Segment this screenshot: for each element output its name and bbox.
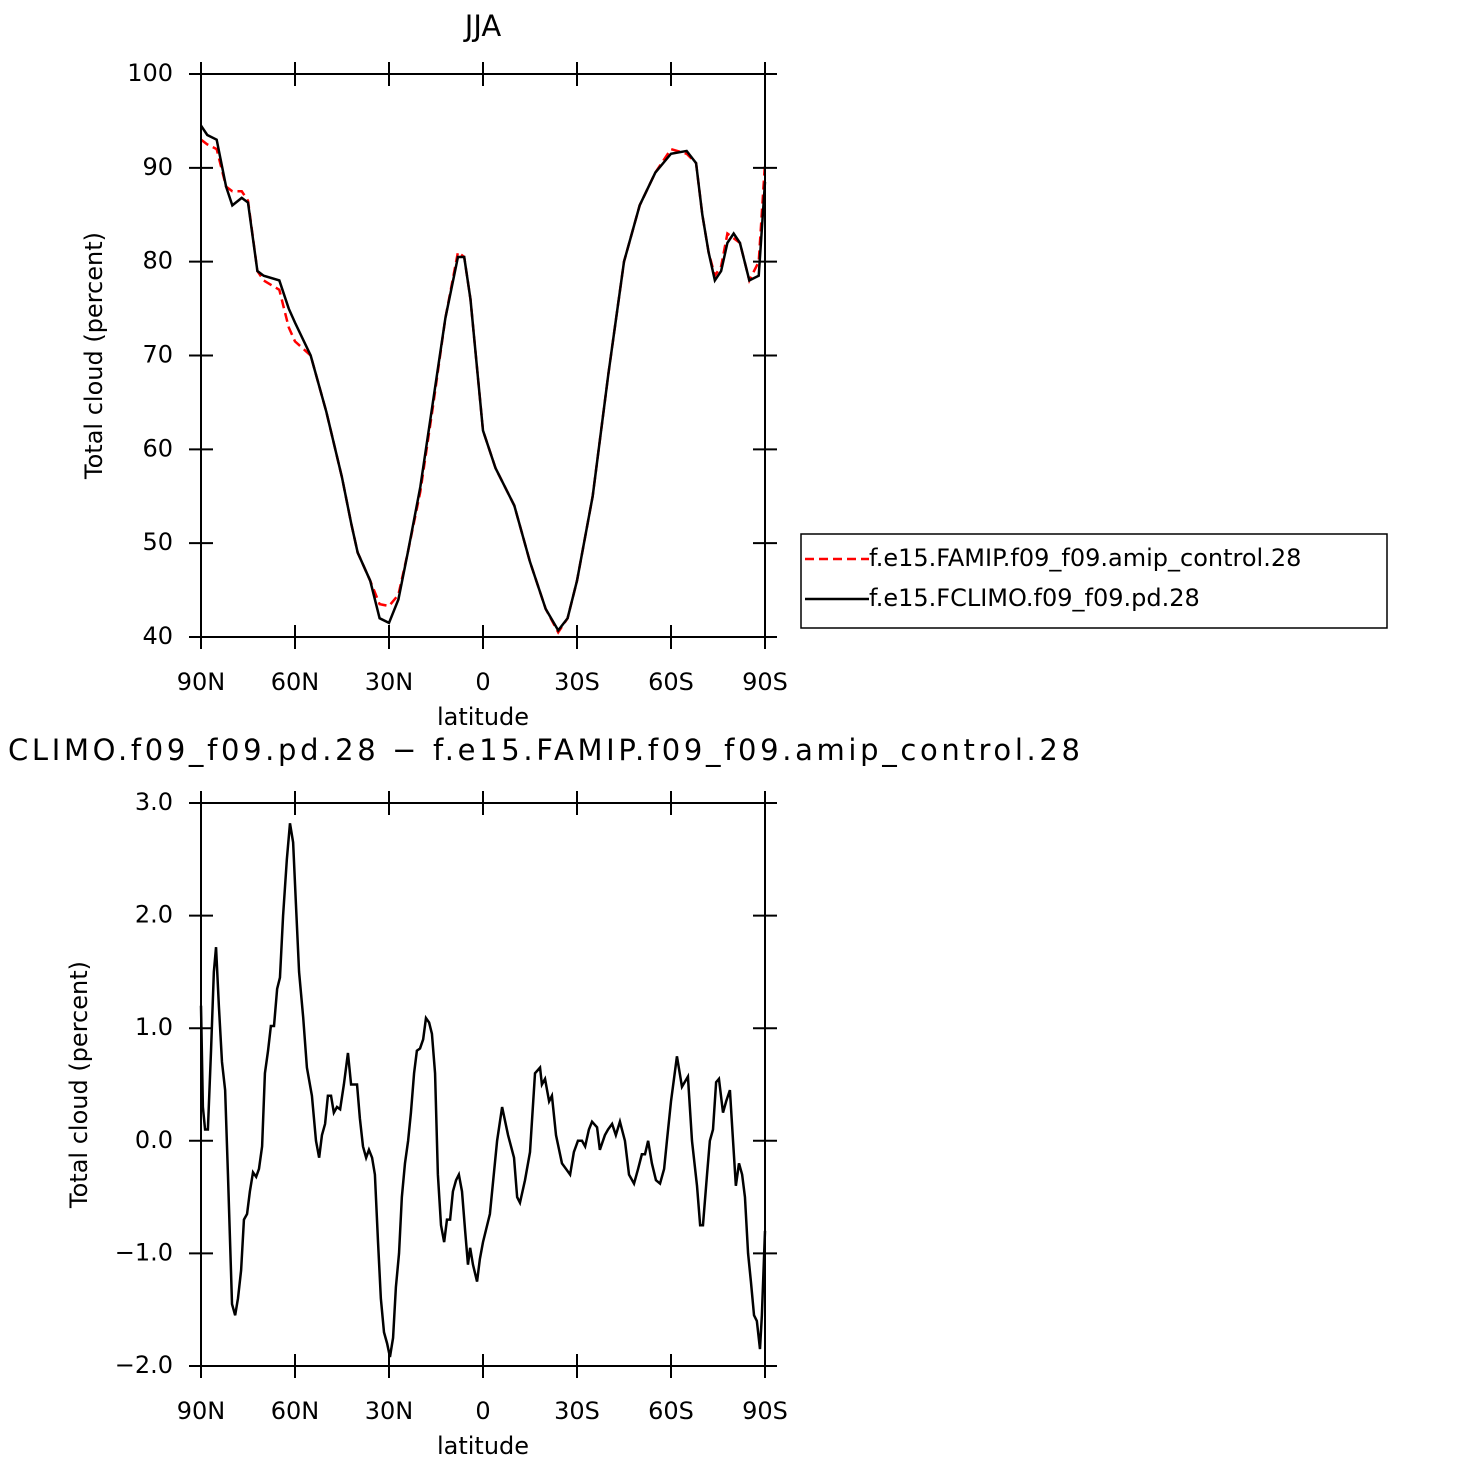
x-axis-label: latitude: [437, 703, 529, 731]
legend-label: f.e15.FCLIMO.f09_f09.pd.28: [869, 584, 1200, 612]
data-line: [199, 823, 767, 1358]
y-tick-label: −1.0: [115, 1238, 173, 1266]
y-tick-label: 1.0: [135, 1013, 173, 1041]
x-tick-label: 0: [475, 1397, 490, 1425]
x-tick-label: 30S: [554, 1397, 600, 1425]
x-tick-label: 0: [475, 668, 490, 696]
x-tick-label: 30N: [365, 668, 414, 696]
x-tick-label: 30N: [365, 1397, 414, 1425]
y-tick-label: −2.0: [115, 1351, 173, 1379]
y-axis-label: Total cloud (percent): [80, 232, 108, 480]
y-tick-label: 60: [142, 434, 173, 462]
y-tick-label: 90: [142, 153, 173, 181]
x-tick-label: 60S: [648, 1397, 694, 1425]
x-tick-label: 90N: [177, 1397, 226, 1425]
chart-title: CLIMO.f09_f09.pd.28 − f.e15.FAMIP.f09_f0…: [8, 733, 1080, 767]
y-tick-label: 50: [142, 528, 173, 556]
x-tick-label: 90S: [742, 1397, 788, 1425]
y-axis-label: Total cloud (percent): [65, 961, 93, 1209]
x-tick-label: 90S: [742, 668, 788, 696]
y-tick-label: 70: [142, 341, 173, 369]
y-tick-label: 100: [127, 59, 173, 87]
x-tick-label: 60N: [271, 1397, 320, 1425]
x-tick-label: 30S: [554, 668, 600, 696]
chart: CLIMO.f09_f09.pd.28 − f.e15.FAMIP.f09_f0…: [8, 733, 1080, 1460]
x-axis-label: latitude: [437, 1432, 529, 1460]
y-tick-label: 3.0: [135, 788, 173, 816]
x-tick-label: 60N: [271, 668, 320, 696]
x-tick-label: 60S: [648, 668, 694, 696]
legend-label: f.e15.FAMIP.f09_f09.amip_control.28: [869, 544, 1301, 572]
data-line: [200, 138, 767, 635]
x-tick-label: 90N: [177, 668, 226, 696]
legend-box: [800, 533, 1388, 629]
y-tick-label: 80: [142, 247, 173, 275]
y-tick-label: 2.0: [135, 901, 173, 929]
y-tick-label: 40: [142, 622, 173, 650]
chart-title: JJA: [463, 9, 502, 43]
chart: JJA 40 50 60 70 80 90 100 90N 60N 30N 0 30S 60S 90S lat…: [80, 9, 1388, 731]
y-tick-label: 0.0: [135, 1126, 173, 1154]
data-line: [199, 124, 767, 633]
plot-frame: [200, 73, 766, 638]
